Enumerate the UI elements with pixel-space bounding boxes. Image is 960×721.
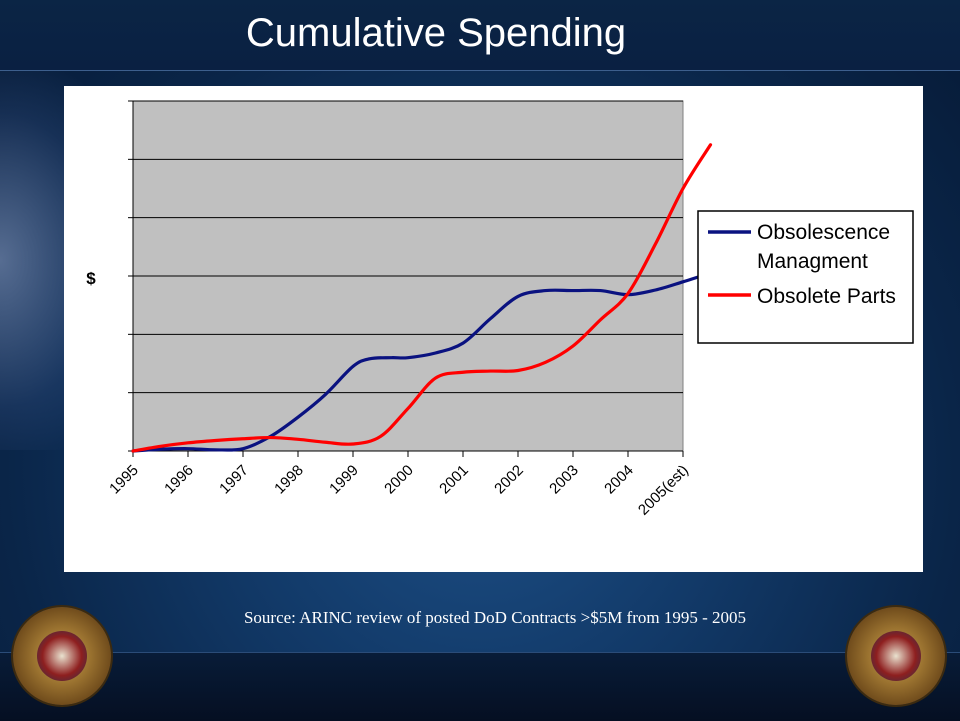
x-tick-label: 2002	[491, 462, 527, 498]
line-chart: 1995 1996 1997 1998 1999 2000 2001 2002 2003 2004…	[86, 100, 914, 519]
x-tick-label: 2001	[436, 462, 472, 498]
x-tick-label: 1995	[106, 462, 142, 498]
seal-emblem	[871, 631, 921, 681]
title-bar	[0, 0, 960, 71]
x-tick-label: 1998	[271, 462, 307, 498]
chart-area: 1995 1996 1997 1998 1999 2000 2001 2002 2003 2004…	[64, 86, 923, 572]
seal-emblem	[37, 631, 87, 681]
x-tick-label: 1997	[216, 462, 252, 498]
x-tick-label: 1999	[326, 462, 362, 498]
footer-bar	[0, 652, 960, 721]
series-line-obsolescence-management	[131, 271, 713, 453]
slide-title: Cumulative Spending	[245, 11, 627, 55]
x-tick-label: 1996	[161, 462, 197, 498]
source-note: Source: ARINC review of posted DoD Contr…	[243, 608, 747, 627]
x-tick-label: 2005(est)	[635, 462, 692, 519]
legend-label-obsolete-parts: Obsolete Parts	[757, 285, 896, 308]
partnering-seal-logo	[13, 607, 111, 705]
legend-label-line-2: Managment	[757, 250, 868, 273]
x-tick-label: 2003	[546, 462, 582, 498]
legend-label-obsolescence-management: Obsolescence Managment	[757, 221, 896, 273]
x-tick-label: 2000	[381, 462, 417, 498]
legend-label-line-1: Obsolescence	[757, 221, 890, 244]
x-tick-label: 2004	[601, 462, 637, 498]
legend: Obsolescence Managment Obsolete Parts	[697, 210, 914, 344]
series-line-obsolete-parts	[131, 143, 713, 453]
y-axis-label: $	[86, 269, 96, 288]
dmsms-award-seal-logo	[847, 607, 945, 705]
x-tick-labels: 1995 1996 1997 1998 1999 2000 2001 2002 2003 2004…	[106, 462, 692, 519]
series-lines	[131, 143, 713, 453]
